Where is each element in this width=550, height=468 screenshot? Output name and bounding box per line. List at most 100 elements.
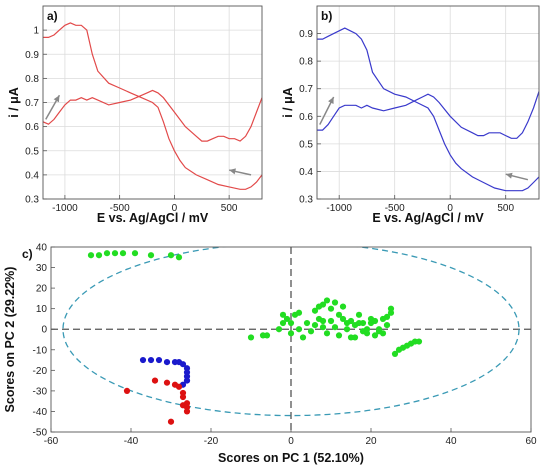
y-tick-label: 0.3 (299, 195, 313, 206)
score-point (163, 379, 171, 386)
score-point (371, 317, 379, 325)
sweep-arrow-head (229, 168, 236, 175)
x-axis-label: Scores on PC 1 (52.10%) (218, 451, 364, 465)
score-point (279, 311, 287, 318)
y-tick-label: 0.7 (299, 84, 313, 95)
score-point (167, 252, 175, 259)
score-point (123, 387, 131, 394)
x-tick-label: 500 (497, 203, 514, 214)
y-tick-label: 0.8 (299, 57, 313, 68)
score-point (323, 297, 331, 304)
y-tick-label: 40 (36, 243, 48, 254)
score-point (111, 250, 119, 257)
y-tick-label: -10 (33, 345, 48, 356)
cv-chart-a: -1000 -500 0 500 0.3 0.4 0.5 0.6 0.7 0.8 0.9 1 E vs.… (7, 5, 263, 225)
x-tick-label: -500 (385, 203, 405, 214)
score-point (303, 319, 311, 327)
y-tick-label: 10 (36, 304, 48, 315)
score-point (347, 317, 355, 325)
score-point (175, 383, 183, 390)
x-axis-label: E vs. Ag/AgCl / mV (97, 211, 209, 225)
score-point (323, 330, 331, 337)
y-tick-label: 0.9 (25, 50, 39, 61)
score-point (383, 322, 391, 329)
score-point (139, 356, 147, 364)
score-point (387, 305, 395, 312)
plot-content (43, 22, 262, 190)
y-tick-label: -40 (33, 407, 48, 418)
score-point (339, 303, 347, 310)
y-tick-label: 0 (41, 325, 47, 336)
score-point (179, 393, 187, 401)
score-point (295, 309, 303, 316)
y-tick-label: 30 (36, 263, 48, 274)
score-point (331, 324, 339, 331)
plot-frame (316, 5, 540, 200)
y-tick-label: -20 (33, 366, 48, 377)
x-tick-label: 40 (445, 436, 457, 447)
score-point (327, 317, 335, 325)
x-tick-label: -60 (44, 436, 59, 447)
score-point (163, 359, 171, 366)
score-point (311, 307, 319, 314)
confidence-ellipse (62, 247, 520, 417)
plot-area (317, 6, 539, 199)
score-point (295, 326, 303, 333)
series-line-1 (43, 22, 262, 190)
score-point (119, 250, 127, 257)
y-tick-label: 0.5 (25, 146, 39, 157)
x-tick-label: 0 (172, 203, 178, 214)
y-tick-label: 0.4 (299, 167, 313, 178)
series-line-2 (43, 89, 262, 142)
x-axis-label: E vs. Ag/AgCl / mV (372, 211, 484, 225)
x-tick-label: 500 (221, 203, 238, 214)
score-point (155, 356, 163, 364)
cv-chart-b: -1000 -500 0 500 0.3 0.4 0.5 0.6 0.7 0.8 0.9 E vs. … (281, 5, 540, 225)
x-tick-label: -1000 (326, 203, 352, 214)
score-point (335, 311, 343, 318)
y-axis-label: i / μA (281, 87, 295, 118)
y-tick-label: 0.6 (25, 122, 39, 133)
y-tick-label: 0.8 (25, 74, 39, 85)
score-point (147, 356, 155, 364)
y-tick-label: -50 (33, 428, 48, 439)
score-point (307, 328, 315, 335)
score-point (359, 319, 367, 327)
sweep-arrow-head (505, 172, 513, 179)
score-point (327, 305, 335, 312)
plot-content (51, 247, 531, 432)
score-point (375, 326, 383, 333)
x-tick-label: -40 (124, 436, 139, 447)
score-point (283, 315, 291, 323)
y-axis-label: i / μA (7, 87, 21, 118)
y-tick-label: 0.6 (299, 112, 313, 123)
score-point (415, 338, 423, 345)
score-point (343, 326, 351, 333)
series-line-2 (317, 91, 539, 139)
score-point (351, 334, 359, 341)
score-point (183, 408, 191, 415)
x-tick-label: 60 (525, 436, 537, 447)
score-point (355, 311, 363, 318)
y-tick-label: 0.7 (25, 98, 39, 109)
pca-score-plot: -60 -40 -20 0 20 40 60 -50 -40 -30 -20 -10 0 10 20 30 40… (3, 243, 537, 466)
score-point (379, 330, 387, 337)
sweep-arrow-head (53, 95, 60, 103)
score-point (319, 317, 327, 325)
score-point (151, 377, 159, 384)
score-point (335, 332, 343, 339)
y-tick-label: -30 (33, 386, 48, 397)
panel-label: b) (321, 9, 332, 23)
score-point (247, 334, 255, 341)
sweep-arrow-head (328, 96, 334, 104)
score-point (371, 332, 379, 339)
x-tick-label: 0 (288, 436, 294, 447)
score-point (339, 315, 347, 323)
score-point (131, 250, 139, 257)
score-point (175, 254, 183, 261)
x-tick-label: -1000 (52, 203, 78, 214)
score-point (287, 330, 295, 337)
y-tick-label: 20 (36, 284, 48, 295)
score-point (147, 252, 155, 259)
